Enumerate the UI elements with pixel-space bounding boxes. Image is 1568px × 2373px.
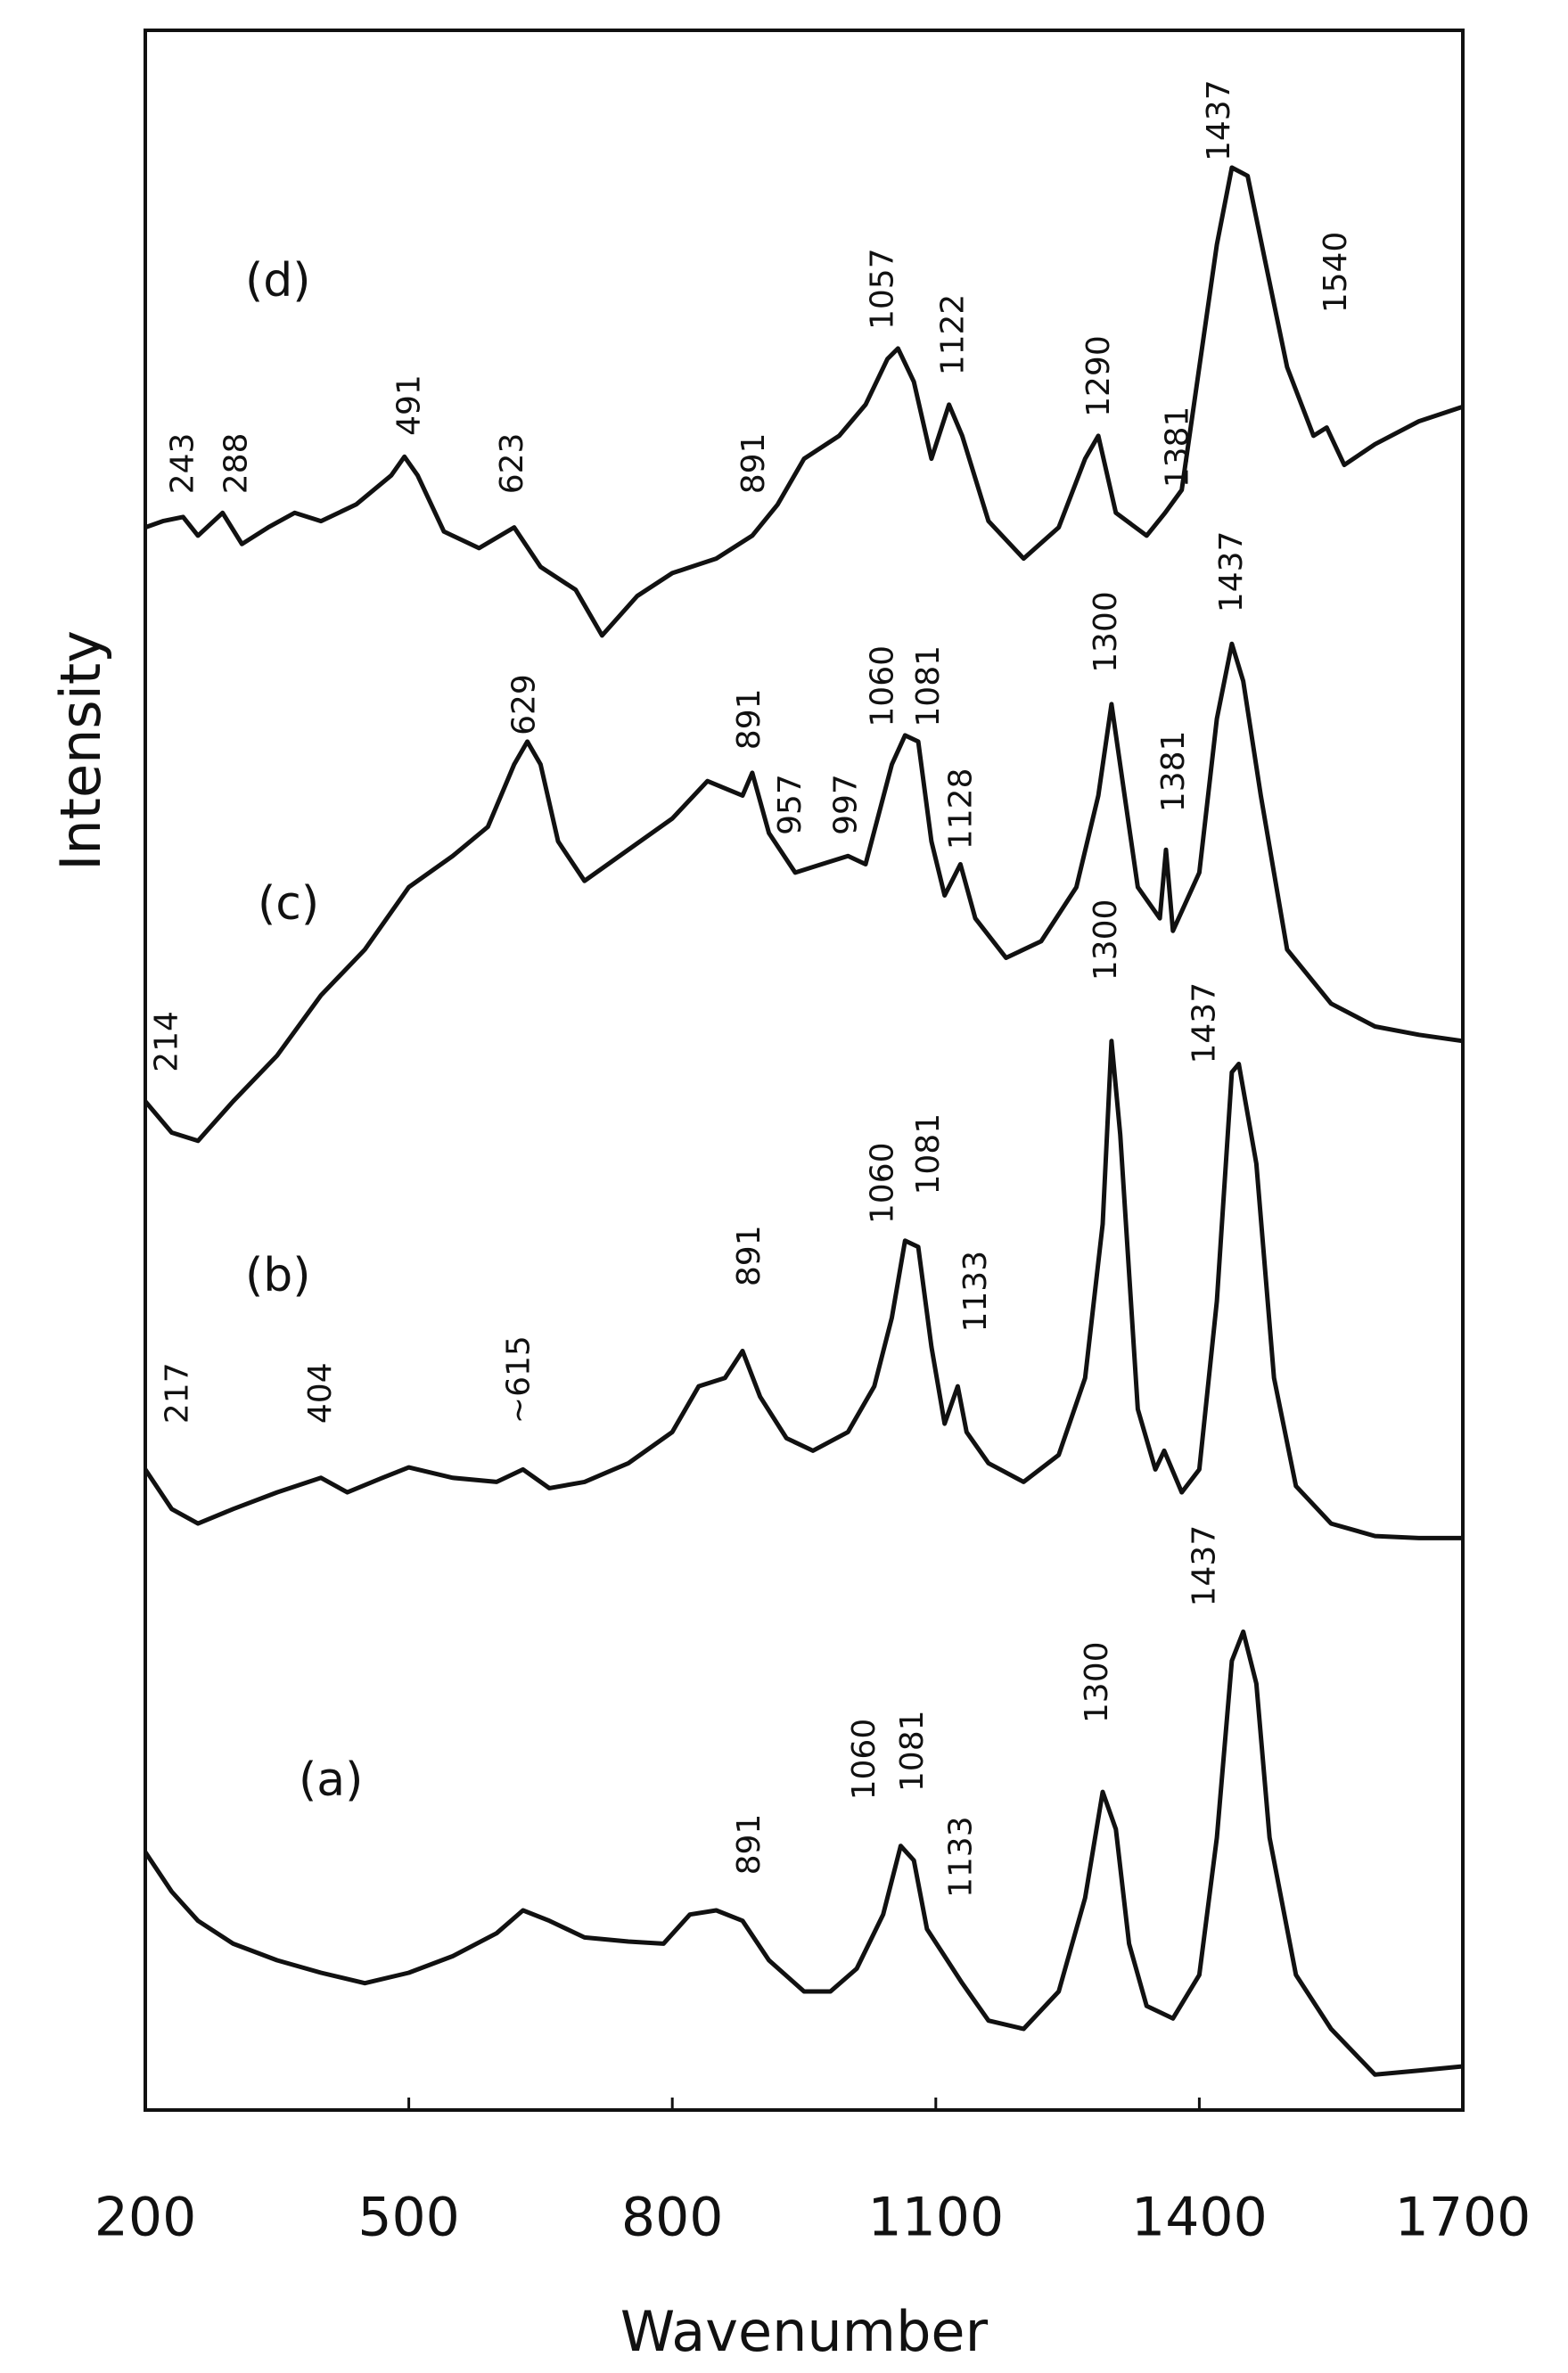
peak-label: 891: [731, 1814, 768, 1876]
peak-label: 623: [494, 433, 530, 495]
peak-label: 1060: [865, 645, 901, 727]
series-label: (a): [299, 1753, 363, 1807]
peak-label: 891: [735, 433, 772, 495]
x-tick-label: 1100: [867, 2187, 1004, 2249]
peak-label: 1540: [1318, 232, 1354, 314]
peak-label: 1437: [1186, 1525, 1222, 1607]
series-label: (b): [245, 1249, 311, 1302]
peak-label: 957: [772, 774, 809, 835]
peak-label: 629: [506, 674, 543, 735]
peak-label: 1300: [1088, 899, 1124, 981]
y-axis-title: Intensity: [48, 630, 113, 871]
spectrum-line: [144, 165, 1464, 638]
peak-label: 1437: [1201, 79, 1237, 161]
peak-label: 1128: [942, 768, 979, 850]
peak-label: 1381: [1155, 731, 1192, 813]
x-tick-label: 1700: [1395, 2187, 1531, 2249]
x-axis-title: Wavenumber: [620, 2299, 989, 2364]
peak-label: 1381: [1160, 406, 1196, 489]
peak-label: 1290: [1080, 335, 1117, 417]
series-label: (d): [245, 254, 311, 308]
x-tick-label: 800: [621, 2187, 724, 2249]
spectrum-line: [143, 1039, 1463, 1540]
peak-label: 1437: [1213, 531, 1250, 613]
peak-label: 214: [149, 1011, 185, 1072]
series-label: (c): [258, 877, 319, 931]
peak-label: 1133: [957, 1251, 994, 1333]
spectrum-line: [144, 641, 1464, 1144]
peak-label: 997: [827, 774, 864, 835]
peak-label: 1057: [865, 248, 901, 330]
peak-label: 891: [731, 688, 768, 750]
x-tick-label: 500: [357, 2187, 460, 2249]
spectrum-line: [143, 1629, 1464, 2077]
peak-label: 1081: [894, 1710, 931, 1792]
peak-label: 288: [218, 433, 255, 495]
x-tick-label: 1400: [1131, 2187, 1268, 2249]
peak-label: 1133: [942, 1816, 979, 1898]
x-tick-label: 200: [94, 2187, 197, 2249]
peak-label: 491: [391, 374, 428, 436]
peak-label: 1081: [910, 645, 947, 727]
peak-label: 1122: [935, 294, 972, 376]
peak-label: 1437: [1186, 982, 1222, 1064]
peak-label: 891: [731, 1225, 768, 1286]
peak-label: 217: [159, 1362, 195, 1424]
peak-label: 1060: [846, 1719, 883, 1801]
peak-label: 1300: [1079, 1641, 1115, 1723]
plot-frame: [144, 29, 1465, 2112]
peak-label: 1060: [865, 1142, 901, 1224]
peak-label: 1300: [1088, 591, 1124, 673]
peak-label: 404: [302, 1362, 339, 1424]
peak-label: 243: [164, 433, 201, 495]
peak-label: ~615: [501, 1335, 538, 1424]
peak-label: 1081: [910, 1113, 947, 1195]
